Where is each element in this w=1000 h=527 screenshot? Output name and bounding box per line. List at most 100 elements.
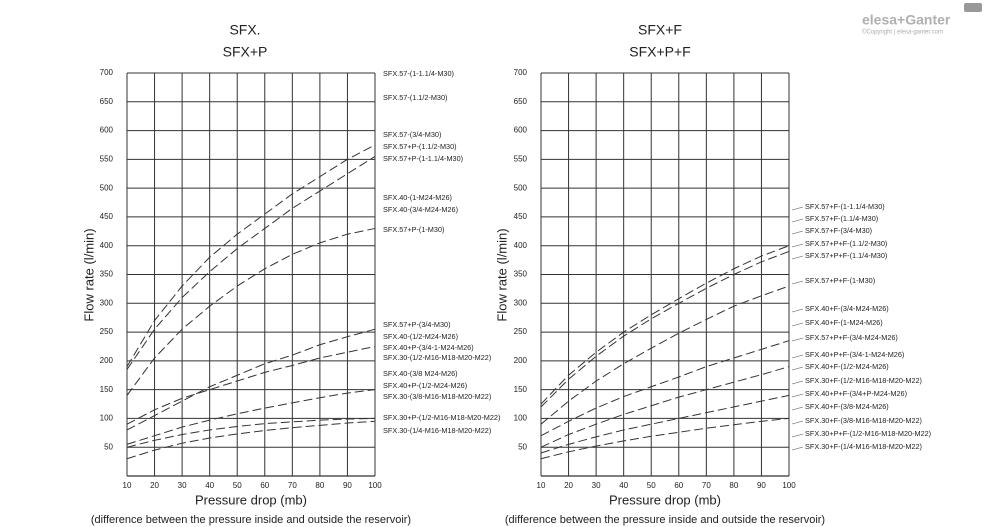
y-tick-label: 100 [100, 414, 114, 423]
y-tick-label: 500 [100, 183, 114, 192]
y-tick-label: 200 [514, 356, 528, 365]
flow-curve [540, 417, 790, 460]
curve-label: SFX.40-(1/2-M24-M26) [383, 332, 458, 341]
y-tick-label: 50 [518, 442, 527, 451]
x-tick-label: 50 [647, 481, 656, 490]
leader-line [791, 255, 804, 260]
curve-label: SFX.57+P-(1-M30) [383, 225, 444, 234]
leader-line [791, 322, 804, 327]
x-tick-label: 90 [757, 481, 766, 490]
ce-badge [964, 3, 982, 12]
y-tick-label: 650 [514, 97, 528, 106]
curve-label: SFX.40+F-(3/8-M24-M26) [805, 402, 889, 411]
curve-label: SFX.40+F-(1/2-M24-M26) [805, 362, 889, 371]
curve-label: SFX.30-(1/4-M16-M18-M20-M22) [383, 426, 491, 435]
logo-copyright: ©Copyright | elesa-ganter.com [862, 29, 943, 36]
leader-line [791, 206, 804, 211]
leader-line [791, 218, 804, 223]
chart-title: SFX+F [638, 22, 682, 38]
y-tick-label: 700 [514, 68, 528, 77]
y-axis-label: Flow rate (l/min) [494, 228, 509, 321]
x-tick-label: 40 [205, 481, 214, 490]
leader-line [791, 393, 804, 398]
y-tick-label: 150 [100, 385, 114, 394]
curve-label: SFX.30+F-(3/8-M16-M18-M20-M22) [805, 416, 922, 425]
curve-label: SFX.40-(3/4-M24-M26) [383, 205, 458, 214]
x-axis-note: (difference between the pressure inside … [91, 514, 411, 526]
x-axis-label: Pressure drop (mb) [195, 492, 307, 507]
leader-line [791, 380, 804, 385]
curve-label: SFX.57+F-(3/4-M30) [805, 226, 872, 235]
x-tick-label: 80 [315, 481, 324, 490]
x-tick-label: 30 [178, 481, 187, 490]
y-tick-label: 400 [100, 241, 114, 250]
x-tick-label: 30 [592, 481, 601, 490]
y-tick-label: 250 [100, 327, 114, 336]
x-tick-label: 90 [343, 481, 352, 490]
x-tick-label: 60 [674, 481, 683, 490]
y-tick-label: 500 [514, 183, 528, 192]
curve-label: SFX.57+P-(1.1/2-M30) [383, 142, 457, 151]
curve-label: SFX.40+P+F-(3/4+P-M24-M26) [805, 389, 907, 398]
y-tick-label: 350 [100, 270, 114, 279]
flow-curve [540, 245, 790, 405]
flow-curve [540, 340, 790, 437]
leader-line [791, 433, 804, 438]
x-tick-label: 20 [564, 481, 573, 490]
flow-curve [126, 345, 376, 425]
y-tick-label: 600 [100, 126, 114, 135]
chart-subtitle: SFX+P+F [629, 44, 690, 60]
chart-title: SFX. [229, 22, 260, 38]
flow-curve [126, 420, 376, 460]
leader-line [791, 308, 804, 313]
curve-label: SFX.57+P+F-(3/4-M24-M26) [805, 333, 898, 342]
leader-line [791, 230, 804, 235]
curve-label: SFX.57+P+F-(1-M30) [805, 276, 875, 285]
y-tick-label: 650 [100, 97, 114, 106]
leader-line [791, 337, 804, 342]
x-tick-label: 50 [233, 481, 242, 490]
y-tick-label: 600 [514, 126, 528, 135]
curve-label: SFX.40+F-(1-M24-M26) [805, 318, 883, 327]
flow-curve [540, 394, 790, 454]
x-tick-label: 70 [288, 481, 297, 490]
flow-curve [540, 366, 790, 448]
x-tick-label: 100 [368, 481, 382, 490]
chart-subtitle: SFX+P [223, 44, 268, 60]
curve-label: SFX.40-(3/8 M24-M26) [383, 369, 458, 378]
x-tick-label: 20 [150, 481, 159, 490]
y-tick-label: 450 [514, 212, 528, 221]
y-axis-label: Flow rate (l/min) [81, 228, 96, 321]
x-tick-label: 60 [260, 481, 269, 490]
curve-label: SFX.40+P-(1/2-M24-M26) [383, 381, 467, 390]
leader-line [791, 420, 804, 425]
curve-label: SFX.30+P+F-(1/2-M16-M18-M20-M22) [805, 429, 931, 438]
y-tick-label: 300 [100, 298, 114, 307]
x-tick-label: 10 [123, 481, 132, 490]
x-tick-label: 70 [702, 481, 711, 490]
y-tick-label: 300 [514, 298, 528, 307]
leader-line [791, 446, 804, 451]
y-tick-label: 550 [514, 154, 528, 163]
curve-label: SFX.57-(1.1/2-M30) [383, 93, 447, 102]
curve-label: SFX.40+P-(3/4-1-M24-M26) [383, 343, 474, 352]
flow-curve [126, 144, 376, 367]
y-tick-label: 100 [514, 414, 528, 423]
curve-label: SFX.30-(1/2-M16-M18-M20-M22) [383, 353, 491, 362]
y-tick-label: 150 [514, 385, 528, 394]
curve-label: SFX.30+F-(1/2-M16-M18-M20-M22) [805, 376, 922, 385]
x-tick-label: 100 [782, 481, 796, 490]
y-tick-label: 350 [514, 270, 528, 279]
y-tick-label: 400 [514, 241, 528, 250]
leader-line [791, 280, 804, 285]
y-tick-label: 700 [100, 68, 114, 77]
curve-label: SFX.30+F-(1/4-M16-M18-M20-M22) [805, 442, 922, 451]
flow-curve [126, 417, 376, 448]
x-tick-label: 10 [537, 481, 546, 490]
y-tick-label: 450 [100, 212, 114, 221]
y-tick-label: 250 [514, 327, 528, 336]
curve-label: SFX.57+P-(3/4-M30) [383, 320, 451, 329]
curve-label: SFX.40+P+F-(3/4-1-M24-M26) [805, 350, 904, 359]
y-tick-label: 200 [100, 356, 114, 365]
